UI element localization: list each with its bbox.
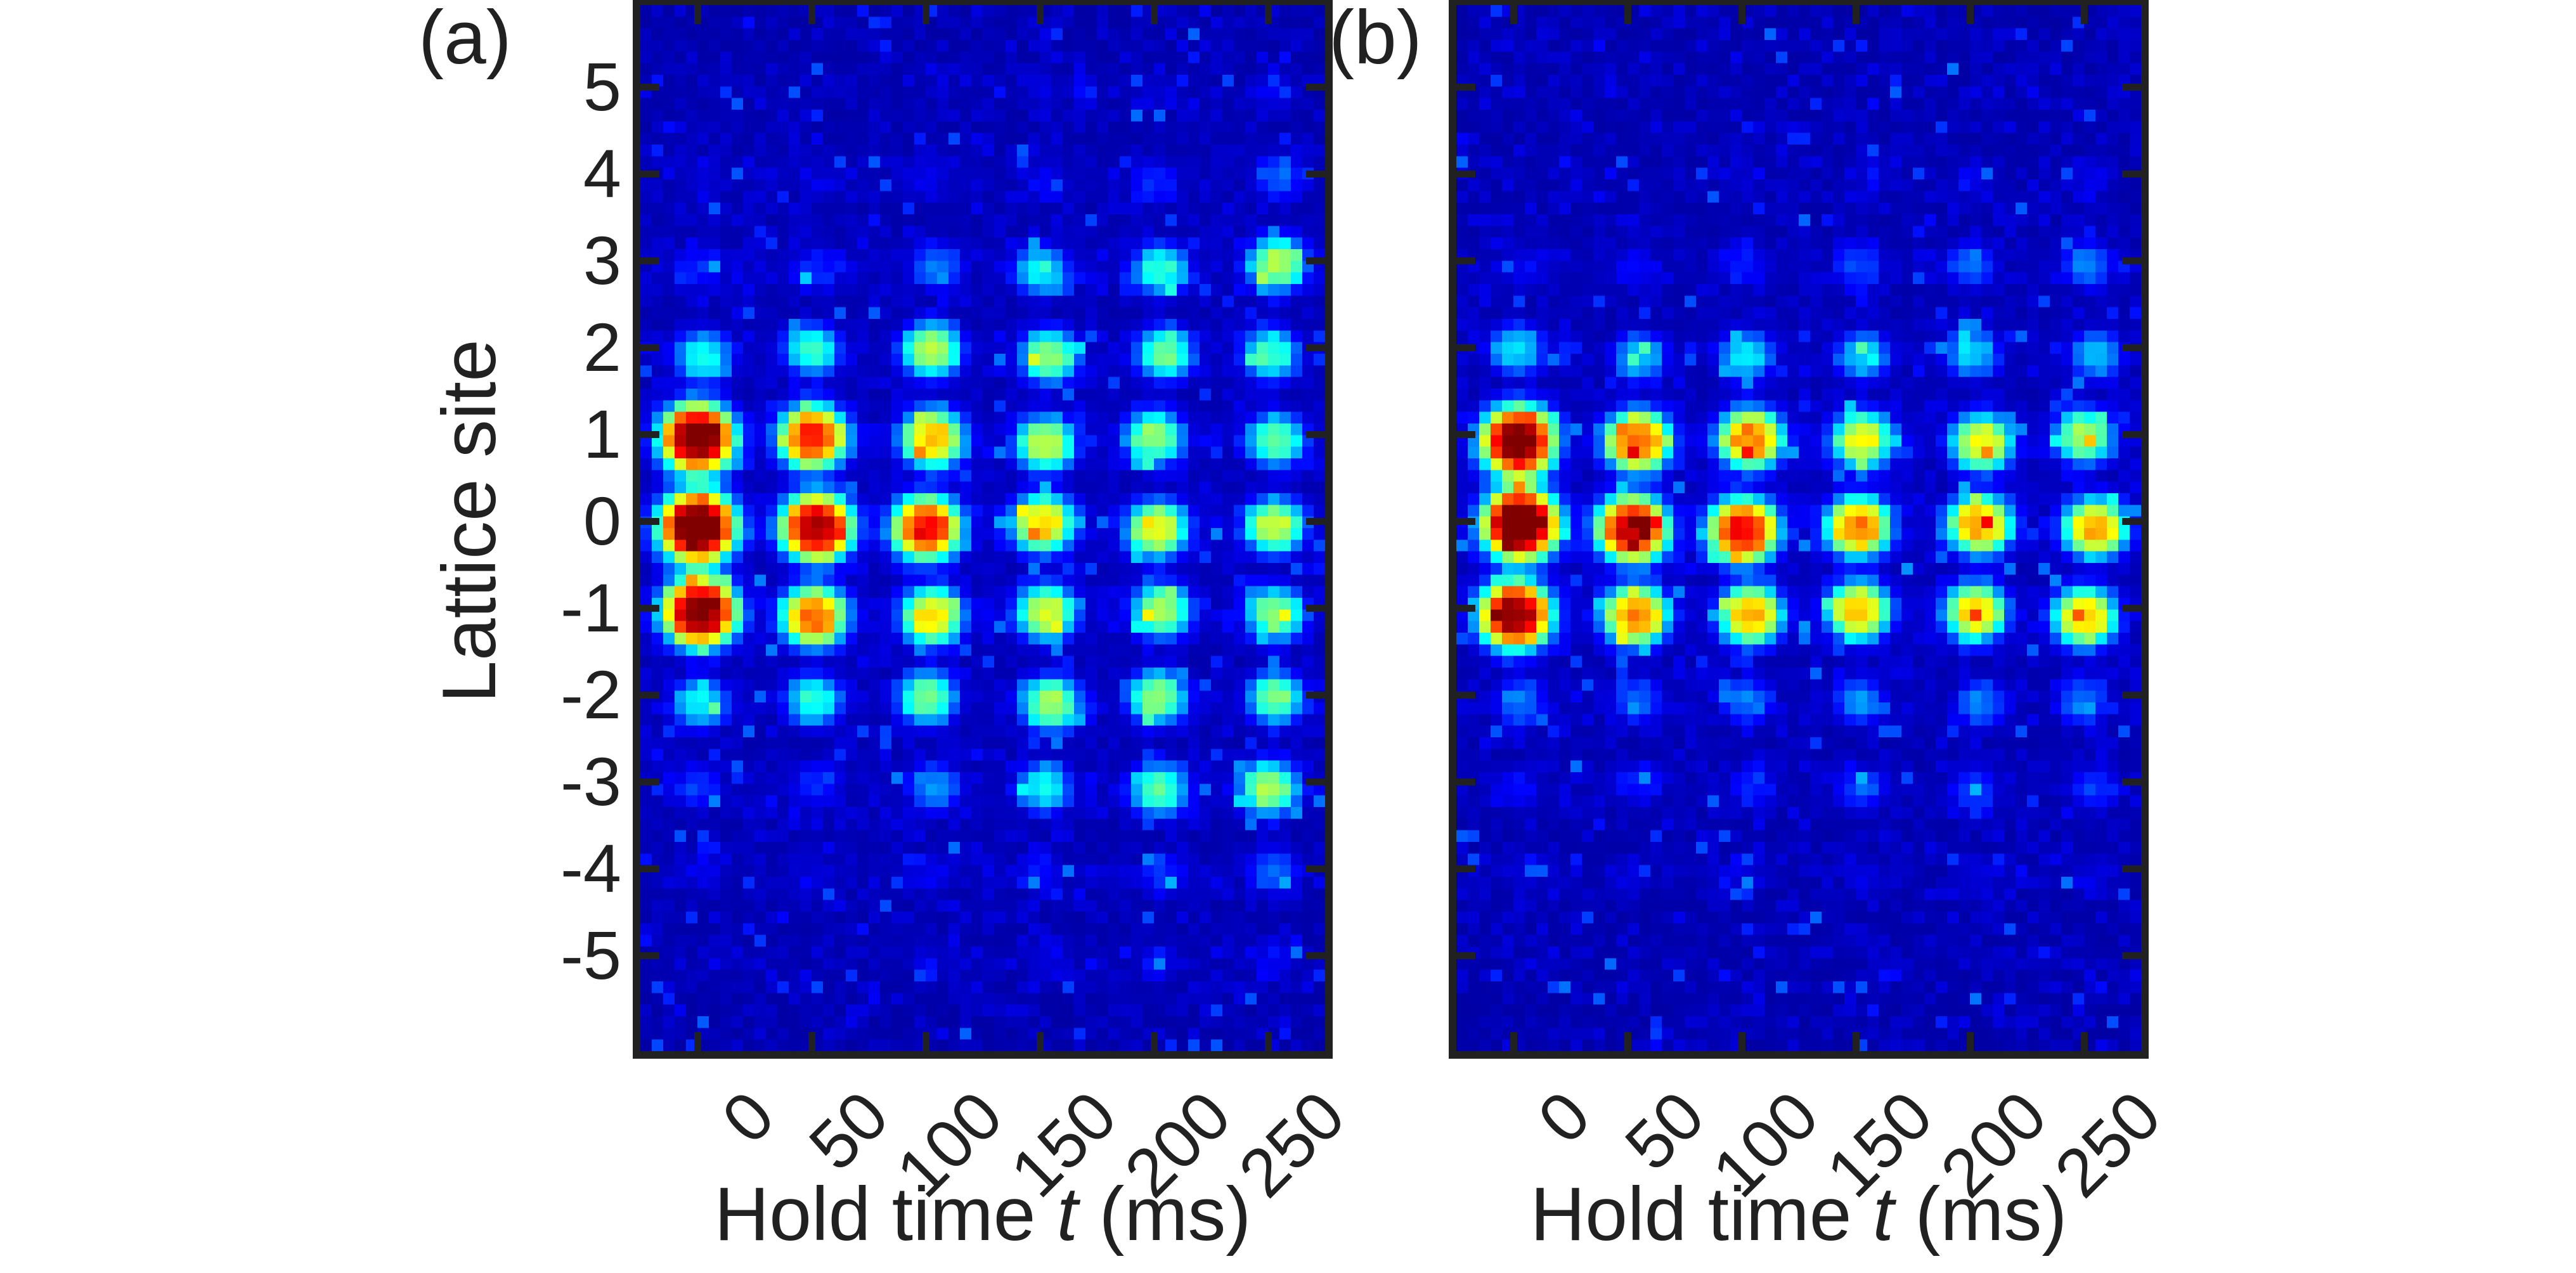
axis-tick bbox=[922, 5, 929, 24]
heatmap-panel-a bbox=[633, 0, 1333, 1059]
axis-tick bbox=[1264, 5, 1272, 24]
axis-tick bbox=[1456, 83, 1475, 91]
axis-tick bbox=[1852, 5, 1860, 24]
axis-tick bbox=[2122, 952, 2141, 959]
x-axis-label-variable: t bbox=[1056, 1172, 1078, 1257]
x-axis-label-a: Hold time t (ms) bbox=[539, 1174, 1427, 1254]
axis-tick bbox=[1510, 5, 1517, 24]
y-tick-label: -5 bbox=[560, 917, 621, 993]
axis-tick bbox=[1456, 517, 1475, 525]
axis-tick bbox=[1306, 865, 1325, 872]
x-axis-label-text: Hold time bbox=[714, 1172, 1057, 1257]
axis-tick bbox=[1852, 1032, 1860, 1051]
axis-tick bbox=[2122, 257, 2141, 264]
axis-tick bbox=[1150, 5, 1158, 24]
axis-tick bbox=[640, 865, 659, 872]
axis-tick bbox=[1456, 865, 1475, 872]
y-tick-label: 5 bbox=[583, 48, 621, 125]
axis-tick bbox=[1738, 5, 1745, 24]
axis-tick bbox=[2122, 430, 2141, 438]
panel-a-label: (a) bbox=[418, 0, 512, 80]
y-tick-label: -2 bbox=[560, 656, 621, 733]
axis-tick bbox=[640, 430, 659, 438]
y-tick-label: -4 bbox=[560, 830, 621, 907]
axis-tick bbox=[808, 1032, 815, 1051]
axis-tick bbox=[1456, 257, 1475, 264]
axis-tick bbox=[640, 604, 659, 612]
axis-tick bbox=[640, 170, 659, 178]
axis-tick bbox=[1150, 1032, 1158, 1051]
axis-tick bbox=[2080, 5, 2088, 24]
axis-tick bbox=[1306, 691, 1325, 699]
axis-tick bbox=[1036, 1032, 1044, 1051]
y-tick-label: 4 bbox=[583, 135, 621, 212]
axis-tick bbox=[1624, 5, 1631, 24]
axis-tick bbox=[640, 691, 659, 699]
axis-tick bbox=[694, 5, 701, 24]
axis-tick bbox=[640, 83, 659, 91]
axis-tick bbox=[2122, 604, 2141, 612]
y-tick-label: 0 bbox=[583, 482, 621, 559]
axis-tick bbox=[2122, 865, 2141, 872]
axis-tick bbox=[1456, 691, 1475, 699]
axis-tick bbox=[1306, 952, 1325, 959]
y-tick-label: 3 bbox=[583, 222, 621, 299]
panel-b-label: (b) bbox=[1329, 0, 1422, 80]
heatmap-image-a bbox=[640, 5, 1325, 1051]
axis-tick bbox=[640, 952, 659, 959]
axis-tick bbox=[1456, 170, 1475, 178]
x-axis-label-text: (ms) bbox=[1078, 1172, 1252, 1257]
axis-tick bbox=[1264, 1032, 1272, 1051]
axis-tick bbox=[1966, 1032, 1974, 1051]
axis-tick bbox=[808, 5, 815, 24]
axis-tick bbox=[2122, 170, 2141, 178]
y-tick-label: -1 bbox=[560, 569, 621, 646]
axis-tick bbox=[640, 778, 659, 785]
axis-tick bbox=[2122, 344, 2141, 351]
axis-tick bbox=[2122, 778, 2141, 785]
axis-tick bbox=[2122, 83, 2141, 91]
axis-tick bbox=[2122, 691, 2141, 699]
axis-tick bbox=[1624, 1032, 1631, 1051]
heatmap-panel-b bbox=[1449, 0, 2149, 1059]
axis-tick bbox=[640, 257, 659, 264]
axis-tick bbox=[1510, 1032, 1517, 1051]
axis-tick bbox=[1456, 344, 1475, 351]
axis-tick bbox=[640, 344, 659, 351]
axis-tick bbox=[1306, 170, 1325, 178]
axis-tick bbox=[2122, 517, 2141, 525]
axis-tick bbox=[922, 1032, 929, 1051]
axis-tick bbox=[640, 517, 659, 525]
axis-tick bbox=[1966, 5, 1974, 24]
axis-tick bbox=[1036, 5, 1044, 24]
axis-tick bbox=[1456, 430, 1475, 438]
axis-tick bbox=[1306, 430, 1325, 438]
x-axis-label-variable: t bbox=[1872, 1172, 1894, 1257]
axis-tick bbox=[1306, 83, 1325, 91]
axis-tick bbox=[1456, 778, 1475, 785]
axis-tick bbox=[2080, 1032, 2088, 1051]
axis-tick bbox=[1306, 344, 1325, 351]
axis-tick bbox=[1456, 952, 1475, 959]
x-axis-label-text: Hold time bbox=[1530, 1172, 1873, 1257]
x-axis-label-b: Hold time t (ms) bbox=[1355, 1174, 2243, 1254]
y-tick-label: 2 bbox=[583, 309, 621, 385]
y-tick-label: -3 bbox=[560, 743, 621, 820]
axis-tick bbox=[1306, 517, 1325, 525]
x-axis-label-text: (ms) bbox=[1894, 1172, 2068, 1257]
axis-tick bbox=[694, 1032, 701, 1051]
axis-tick bbox=[1306, 257, 1325, 264]
axis-tick bbox=[1306, 778, 1325, 785]
axis-tick bbox=[1456, 604, 1475, 612]
heatmap-image-b bbox=[1456, 5, 2141, 1051]
y-tick-label: 1 bbox=[583, 396, 621, 472]
axis-tick bbox=[1738, 1032, 1745, 1051]
axis-tick bbox=[1306, 604, 1325, 612]
